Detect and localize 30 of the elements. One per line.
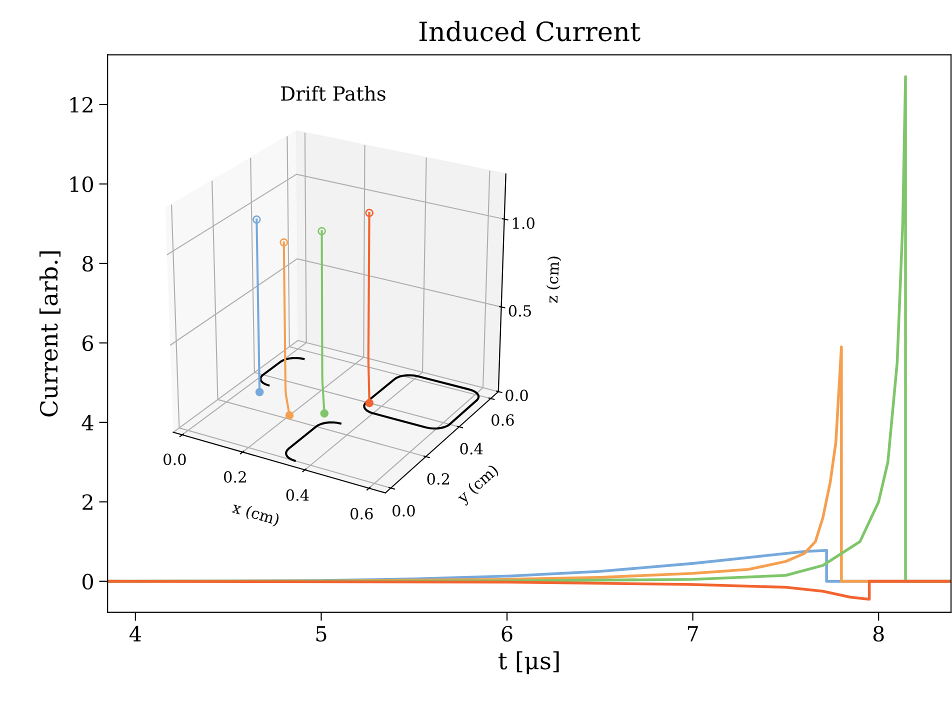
annotation: 1.0 <box>513 217 534 229</box>
text: z (cm) <box>546 256 562 303</box>
annotation: 0.6 <box>492 414 514 426</box>
annotation: 0.0 <box>164 454 186 466</box>
line-series <box>108 580 952 601</box>
annotation: 0.0 <box>506 390 528 402</box>
text: Drift Paths <box>281 86 386 101</box>
y-tick-label: 12 <box>70 96 92 112</box>
y-tick-label: 10 <box>70 176 93 192</box>
y-tick-label: 0 <box>82 574 93 590</box>
annotation: 0.4 <box>460 442 483 454</box>
x-tick-label: 6 <box>502 626 512 642</box>
annotation: 0.0 <box>392 504 415 517</box>
y-tick-label: 4 <box>82 414 94 430</box>
annotation: 0.2 <box>427 473 450 485</box>
x-tick-label: 8 <box>873 626 884 642</box>
y-tick-label: 2 <box>82 494 92 510</box>
x-tick-label: 7 <box>688 626 698 642</box>
x-tick-label: 5 <box>316 626 326 642</box>
y-tick-label: 6 <box>82 335 94 352</box>
annotation: 0.4 <box>286 489 309 501</box>
text: x (cm) <box>230 500 280 528</box>
annotation: 0.5 <box>508 305 531 317</box>
y-axis-title: Current [arb.] <box>39 251 61 416</box>
y-tick-label: 8 <box>82 256 93 272</box>
annotation: 0.2 <box>224 471 246 483</box>
x-tick-label: 4 <box>129 626 142 642</box>
x-axis-title: t [μs] <box>498 651 559 674</box>
chart-title: Induced Current <box>419 20 640 42</box>
annotation: 0.6 <box>350 508 373 520</box>
